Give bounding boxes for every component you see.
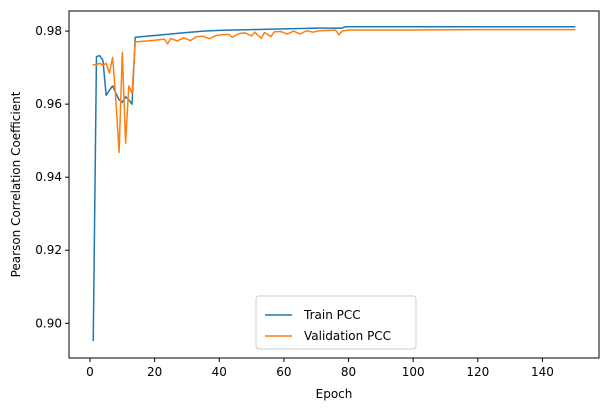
x-axis: 0 20 40 60 80 100 120 140: [86, 358, 554, 379]
y-tick-label: 0.96: [35, 97, 62, 111]
legend-label-validation: Validation PCC: [304, 329, 391, 343]
x-tick-label: 140: [531, 365, 554, 379]
x-tick-label: 0: [86, 365, 94, 379]
y-tick-label: 0.98: [35, 24, 62, 38]
y-axis: 0.90 0.92 0.94 0.96 0.98: [35, 24, 69, 330]
x-tick-label: 20: [147, 365, 162, 379]
legend: Train PCC Validation PCC: [255, 295, 417, 350]
y-axis-label: Pearson Correlation Coefficient: [9, 91, 23, 277]
x-tick-label: 100: [402, 365, 425, 379]
y-tick-label: 0.90: [35, 316, 62, 330]
x-tick-label: 120: [466, 365, 489, 379]
plot-lines: [92, 25, 576, 342]
series-line-validation-pcc: [92, 28, 576, 154]
x-tick-label: 40: [212, 365, 227, 379]
y-tick-label: 0.92: [35, 243, 62, 257]
plot-frame: [68, 10, 600, 359]
y-tick-label: 0.94: [35, 170, 62, 184]
legend-box: [255, 295, 417, 350]
legend-label-train: Train PCC: [303, 308, 361, 322]
x-axis-label: Epoch: [316, 387, 353, 401]
x-tick-label: 60: [276, 365, 291, 379]
x-tick-label: 80: [341, 365, 356, 379]
series-line-train-pcc: [92, 25, 576, 342]
